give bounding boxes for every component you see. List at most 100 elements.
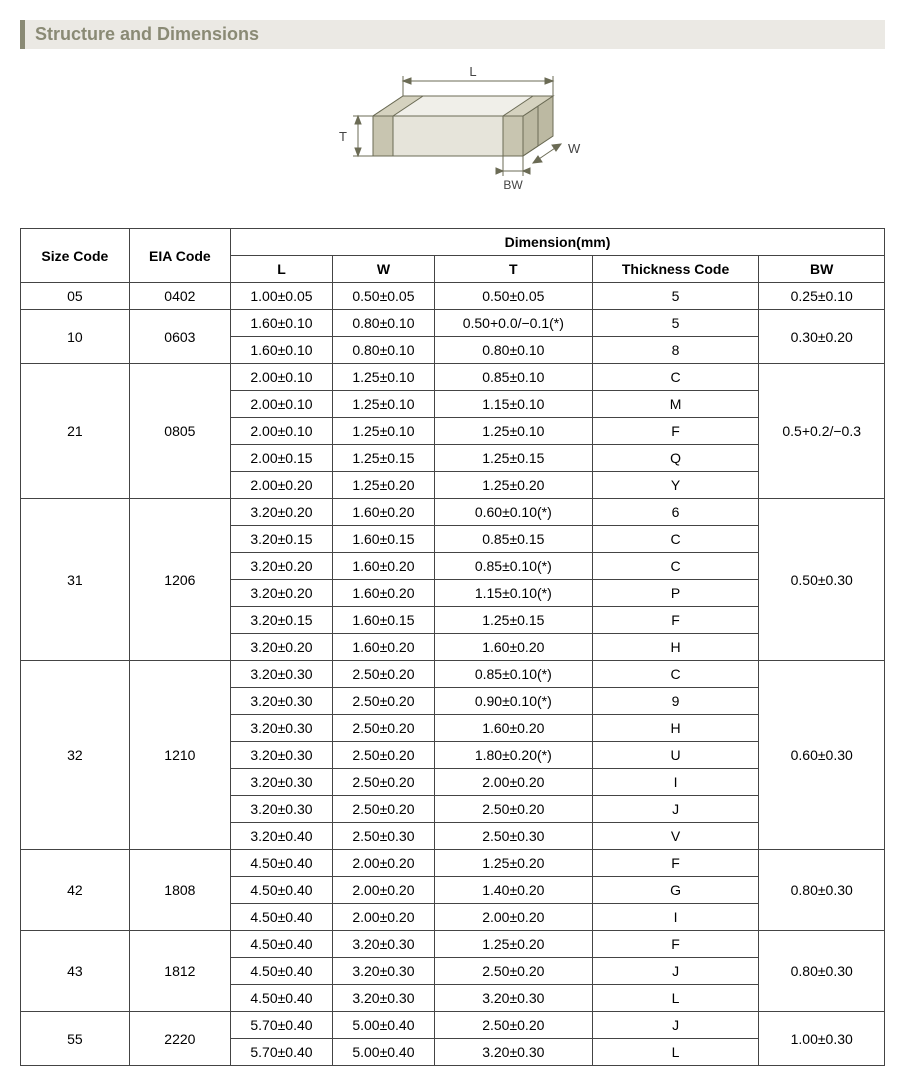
cell-eia: 2220 (129, 1012, 230, 1066)
col-L: L (231, 256, 333, 283)
cell-W: 1.25±0.10 (332, 364, 434, 391)
cell-L: 1.00±0.05 (231, 283, 333, 310)
cell-T: 1.25±0.20 (434, 850, 592, 877)
cell-T: 0.85±0.15 (434, 526, 592, 553)
cell-tc: P (592, 580, 759, 607)
cell-tc: G (592, 877, 759, 904)
cell-L: 3.20±0.20 (231, 580, 333, 607)
cell-W: 2.50±0.20 (332, 715, 434, 742)
cell-L: 5.70±0.40 (231, 1039, 333, 1066)
cell-T: 2.50±0.20 (434, 796, 592, 823)
cell-L: 3.20±0.15 (231, 526, 333, 553)
cell-W: 2.50±0.20 (332, 769, 434, 796)
cell-L: 2.00±0.10 (231, 418, 333, 445)
cell-T: 0.50+0.0/−0.1(*) (434, 310, 592, 337)
cell-T: 0.60±0.10(*) (434, 499, 592, 526)
cell-W: 3.20±0.30 (332, 958, 434, 985)
cell-W: 1.60±0.15 (332, 607, 434, 634)
cell-T: 1.25±0.20 (434, 472, 592, 499)
cell-bw: 0.60±0.30 (759, 661, 885, 850)
cell-tc: F (592, 850, 759, 877)
cell-T: 1.25±0.15 (434, 445, 592, 472)
cell-T: 1.60±0.20 (434, 715, 592, 742)
cell-L: 3.20±0.20 (231, 634, 333, 661)
cell-W: 1.25±0.10 (332, 418, 434, 445)
cell-L: 5.70±0.40 (231, 1012, 333, 1039)
cell-tc: Y (592, 472, 759, 499)
cell-size: 32 (21, 661, 130, 850)
col-BW: BW (759, 256, 885, 283)
cell-eia: 0805 (129, 364, 230, 499)
cell-T: 0.80±0.10 (434, 337, 592, 364)
cell-L: 3.20±0.30 (231, 796, 333, 823)
col-size: Size Code (21, 229, 130, 283)
cell-T: 1.80±0.20(*) (434, 742, 592, 769)
cell-T: 1.25±0.15 (434, 607, 592, 634)
cell-size: 21 (21, 364, 130, 499)
cell-L: 3.20±0.30 (231, 661, 333, 688)
cell-size: 43 (21, 931, 130, 1012)
cell-bw: 0.80±0.30 (759, 850, 885, 931)
cell-tc: 6 (592, 499, 759, 526)
cell-tc: I (592, 904, 759, 931)
cell-T: 0.50±0.05 (434, 283, 592, 310)
table-row: 4318124.50±0.403.20±0.301.25±0.20F0.80±0… (21, 931, 885, 958)
cell-L: 3.20±0.30 (231, 742, 333, 769)
cell-T: 0.85±0.10 (434, 364, 592, 391)
table-row: 3112063.20±0.201.60±0.200.60±0.10(*)60.5… (21, 499, 885, 526)
cell-W: 3.20±0.30 (332, 985, 434, 1012)
cell-L: 3.20±0.30 (231, 715, 333, 742)
cell-tc: C (592, 553, 759, 580)
cell-bw: 0.80±0.30 (759, 931, 885, 1012)
cell-T: 1.15±0.10 (434, 391, 592, 418)
cell-tc: J (592, 796, 759, 823)
cell-W: 1.60±0.20 (332, 580, 434, 607)
cell-tc: J (592, 1012, 759, 1039)
cell-L: 2.00±0.10 (231, 364, 333, 391)
cell-L: 4.50±0.40 (231, 904, 333, 931)
cell-W: 1.60±0.15 (332, 526, 434, 553)
cell-L: 4.50±0.40 (231, 931, 333, 958)
cell-T: 1.40±0.20 (434, 877, 592, 904)
cell-W: 1.25±0.20 (332, 472, 434, 499)
cell-tc: F (592, 931, 759, 958)
cell-L: 3.20±0.30 (231, 688, 333, 715)
cell-tc: L (592, 985, 759, 1012)
cell-W: 0.80±0.10 (332, 337, 434, 364)
cell-W: 2.50±0.20 (332, 661, 434, 688)
table-row: 2108052.00±0.101.25±0.100.85±0.10C0.5+0.… (21, 364, 885, 391)
cell-T: 2.50±0.20 (434, 1012, 592, 1039)
cell-tc: 5 (592, 310, 759, 337)
cell-eia: 1206 (129, 499, 230, 661)
section-title: Structure and Dimensions (35, 24, 259, 44)
section-header: Structure and Dimensions (20, 20, 885, 49)
cell-W: 5.00±0.40 (332, 1012, 434, 1039)
cell-W: 2.50±0.20 (332, 742, 434, 769)
cell-L: 2.00±0.10 (231, 391, 333, 418)
cell-tc: Q (592, 445, 759, 472)
cell-L: 3.20±0.30 (231, 769, 333, 796)
col-eia: EIA Code (129, 229, 230, 283)
cell-T: 3.20±0.30 (434, 1039, 592, 1066)
cell-W: 0.50±0.05 (332, 283, 434, 310)
cell-T: 1.25±0.10 (434, 418, 592, 445)
col-T: T (434, 256, 592, 283)
cell-tc: H (592, 715, 759, 742)
cell-T: 1.25±0.20 (434, 931, 592, 958)
cell-W: 2.00±0.20 (332, 877, 434, 904)
cell-L: 3.20±0.40 (231, 823, 333, 850)
cell-tc: F (592, 418, 759, 445)
cell-W: 3.20±0.30 (332, 931, 434, 958)
label-BW: BW (503, 178, 523, 192)
cell-W: 2.50±0.20 (332, 796, 434, 823)
cell-bw: 0.5+0.2/−0.3 (759, 364, 885, 499)
cell-tc: 9 (592, 688, 759, 715)
cell-T: 0.90±0.10(*) (434, 688, 592, 715)
cell-size: 42 (21, 850, 130, 931)
cell-tc: C (592, 364, 759, 391)
cell-W: 2.00±0.20 (332, 850, 434, 877)
cell-bw: 1.00±0.30 (759, 1012, 885, 1066)
dimensions-table: Size Code EIA Code Dimension(mm) L W T T… (20, 228, 885, 1066)
cell-tc: 8 (592, 337, 759, 364)
cell-tc: V (592, 823, 759, 850)
